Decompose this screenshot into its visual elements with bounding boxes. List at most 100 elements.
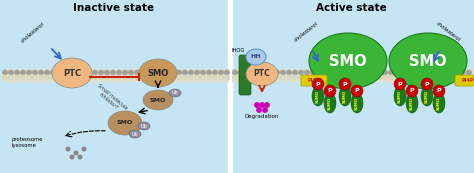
Text: P: P	[398, 81, 402, 86]
Circle shape	[421, 78, 433, 90]
Circle shape	[353, 75, 357, 80]
Circle shape	[281, 70, 285, 75]
Circle shape	[287, 75, 291, 80]
Circle shape	[437, 70, 441, 75]
Text: SMO: SMO	[147, 69, 169, 78]
Circle shape	[233, 75, 237, 80]
Text: SMO: SMO	[117, 121, 133, 125]
Circle shape	[9, 70, 13, 75]
Text: SUMO: SUMO	[316, 89, 320, 103]
Circle shape	[195, 75, 199, 80]
Circle shape	[293, 70, 297, 75]
Circle shape	[245, 75, 249, 80]
Circle shape	[159, 75, 163, 80]
Circle shape	[383, 70, 387, 75]
Circle shape	[129, 75, 133, 80]
Circle shape	[93, 70, 97, 75]
Circle shape	[251, 70, 255, 75]
Circle shape	[312, 78, 324, 90]
Text: P: P	[343, 81, 347, 86]
Circle shape	[213, 70, 217, 75]
Circle shape	[265, 103, 269, 107]
Circle shape	[233, 70, 237, 75]
Circle shape	[57, 75, 61, 80]
Circle shape	[147, 70, 151, 75]
Circle shape	[135, 70, 139, 75]
Circle shape	[15, 70, 19, 75]
Circle shape	[449, 75, 453, 80]
Circle shape	[165, 75, 169, 80]
Text: SUMO: SUMO	[343, 89, 347, 103]
Circle shape	[99, 70, 103, 75]
Circle shape	[347, 75, 351, 80]
Ellipse shape	[421, 86, 433, 106]
Circle shape	[305, 70, 309, 75]
Circle shape	[287, 70, 291, 75]
Circle shape	[329, 70, 333, 75]
Circle shape	[105, 75, 109, 80]
Circle shape	[311, 70, 315, 75]
Circle shape	[123, 70, 127, 75]
Circle shape	[183, 75, 187, 80]
Circle shape	[263, 75, 267, 80]
Circle shape	[281, 75, 285, 80]
Circle shape	[177, 75, 181, 80]
Text: Active state: Active state	[316, 3, 386, 13]
Circle shape	[45, 70, 49, 75]
Circle shape	[353, 70, 357, 75]
Circle shape	[395, 75, 399, 80]
Ellipse shape	[324, 93, 336, 113]
Ellipse shape	[351, 93, 363, 113]
Circle shape	[371, 75, 375, 80]
Circle shape	[245, 70, 249, 75]
Circle shape	[359, 75, 363, 80]
Circle shape	[317, 75, 321, 80]
Circle shape	[305, 75, 309, 80]
Circle shape	[257, 70, 261, 75]
Text: SMO: SMO	[150, 98, 166, 102]
Circle shape	[431, 70, 435, 75]
Ellipse shape	[339, 86, 351, 106]
Circle shape	[66, 147, 70, 151]
Circle shape	[74, 151, 78, 155]
Ellipse shape	[406, 93, 418, 113]
Circle shape	[87, 75, 91, 80]
Circle shape	[239, 75, 243, 80]
Circle shape	[21, 75, 25, 80]
Ellipse shape	[139, 59, 177, 87]
Circle shape	[189, 70, 193, 75]
Circle shape	[461, 75, 465, 80]
Circle shape	[165, 70, 169, 75]
Ellipse shape	[108, 111, 142, 135]
Circle shape	[323, 75, 327, 80]
Circle shape	[201, 70, 205, 75]
Circle shape	[467, 75, 471, 80]
Circle shape	[269, 70, 273, 75]
Circle shape	[455, 75, 459, 80]
Circle shape	[129, 70, 133, 75]
Circle shape	[293, 75, 297, 80]
Text: SMO: SMO	[329, 53, 367, 69]
Circle shape	[225, 75, 229, 80]
Ellipse shape	[246, 62, 278, 86]
Circle shape	[117, 75, 121, 80]
Circle shape	[383, 75, 387, 80]
Ellipse shape	[138, 122, 150, 130]
Circle shape	[81, 75, 85, 80]
Circle shape	[141, 75, 145, 80]
Circle shape	[15, 75, 19, 80]
Circle shape	[153, 75, 157, 80]
Text: P: P	[425, 81, 429, 86]
Text: P: P	[410, 89, 414, 93]
Circle shape	[260, 103, 264, 107]
Circle shape	[341, 75, 345, 80]
Circle shape	[225, 70, 229, 75]
Circle shape	[263, 108, 267, 112]
Circle shape	[455, 70, 459, 75]
Circle shape	[419, 75, 423, 80]
Circle shape	[111, 70, 115, 75]
Circle shape	[27, 70, 31, 75]
Circle shape	[425, 75, 429, 80]
FancyBboxPatch shape	[301, 75, 327, 86]
Text: SUMO: SUMO	[355, 96, 359, 110]
